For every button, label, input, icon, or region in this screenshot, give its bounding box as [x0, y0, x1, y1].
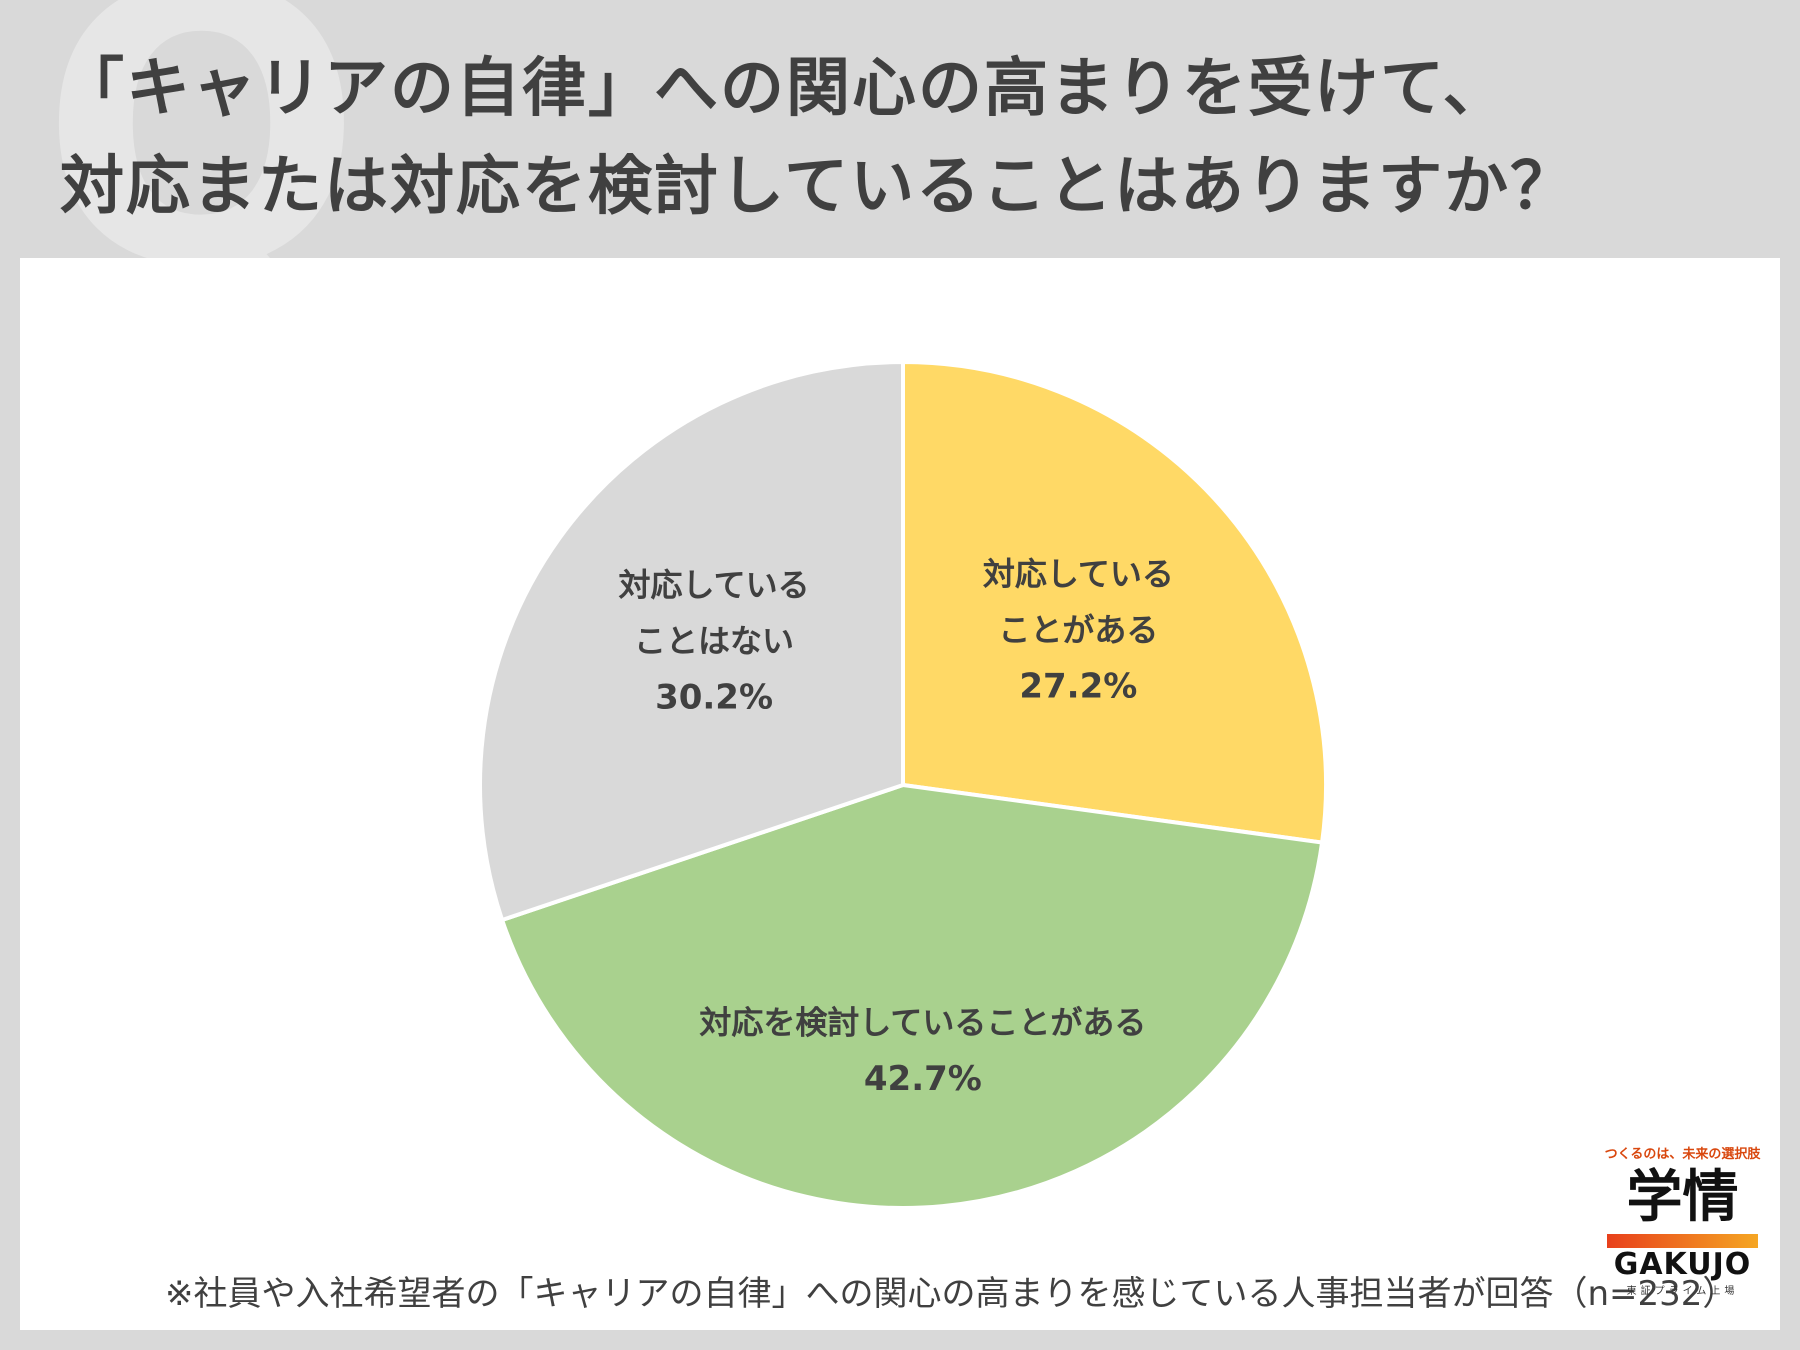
- pie-slice-2: [478, 359, 905, 923]
- logo-bar: [1607, 1234, 1758, 1248]
- logo-tagline: つくるのは、未来の選択肢: [1604, 1147, 1761, 1162]
- slice-label-1: 対応を検討していることがある 42.7%: [699, 1004, 1146, 1100]
- page-title: 「キャリアの自律」への関心の高まりを受けて、 対応または対応を検討していることは…: [60, 40, 1760, 236]
- slice-category-label: ことがある: [998, 611, 1158, 649]
- slice-category-label: 対応している: [619, 566, 810, 604]
- slice-category-label: 対応を検討していることがある: [699, 1004, 1146, 1042]
- footnote: ※社員や入社希望者の「キャリアの自律」への関心の高まりを感じている人事担当者が回…: [165, 1274, 1737, 1314]
- logo-kanji: 学情: [1626, 1165, 1739, 1230]
- pie-slice-1: [499, 782, 1325, 1210]
- slice-value-label: 30.2%: [655, 677, 773, 717]
- slice-category-label: 対応している: [983, 555, 1174, 593]
- slice-category-label: ことはない: [634, 622, 794, 660]
- slice-value-label: 42.7%: [864, 1059, 982, 1099]
- chart-panel: 対応している ことがある 27.2% 対応を検討していることがある 42.7% 対応してい…: [20, 258, 1780, 1330]
- gakujo-logo: つくるのは、未来の選択肢 学情 GAKUJO 東証プライム上場: [1595, 1143, 1770, 1297]
- pie-chart: 対応していることがある27.2%対応を検討していることがある42.7%対応してい…: [478, 359, 1328, 1210]
- logo-subtitle: 東証プライム上場: [1626, 1286, 1739, 1297]
- title-line-2: 対応または対応を検討していることはありますか？: [60, 150, 1577, 224]
- slice-value-label: 27.2%: [1019, 667, 1137, 707]
- pie-slice-0: [901, 359, 1328, 845]
- logo-english: GAKUJO: [1613, 1247, 1752, 1282]
- title-line-1: 「キャリアの自律」への関心の高まりを受けて、: [60, 52, 1509, 126]
